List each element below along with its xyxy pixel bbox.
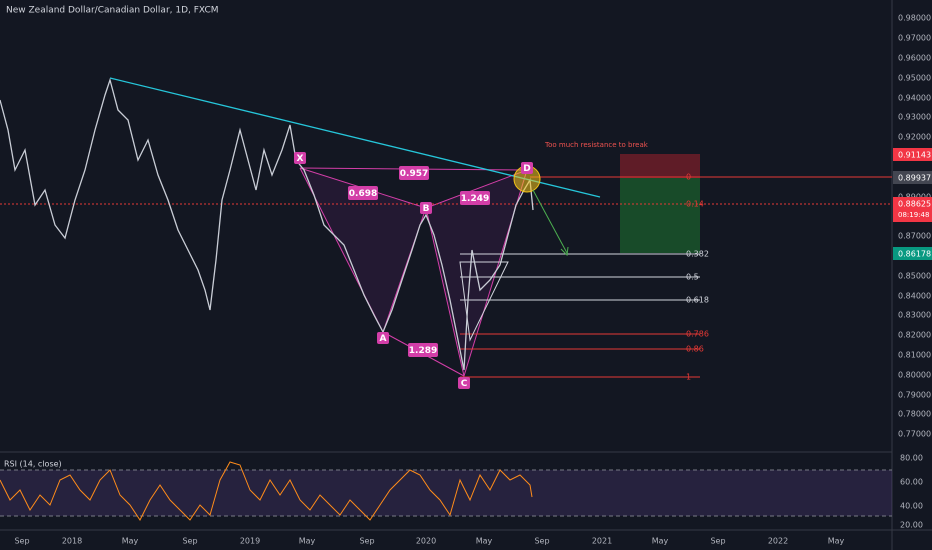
badge-label: 0.89937 — [898, 174, 931, 183]
rsi-label: 60.00 — [900, 478, 923, 487]
price-label: 0.98000 — [898, 14, 931, 23]
point-label: C — [461, 379, 468, 389]
stop-zone — [620, 154, 700, 178]
ratio-badge — [399, 166, 429, 180]
annotation: Too much resistance to break — [544, 141, 649, 149]
time-label: May — [828, 537, 845, 546]
price-axis: 0.98000 0.97000 0.96000 0.95000 0.94000 0.930… — [898, 14, 931, 439]
badge-label: 0.91143 — [898, 151, 931, 160]
fib-label: 0.618 — [686, 296, 709, 305]
badge — [893, 171, 932, 184]
arrow-head — [560, 246, 569, 257]
fib-label: 0.5 — [686, 273, 699, 282]
point-label: X — [297, 154, 304, 164]
ratio-label: 0.957 — [400, 169, 428, 179]
badge — [893, 197, 932, 222]
badge-label: 0.86178 — [898, 250, 931, 259]
point-label: D — [523, 164, 530, 174]
fib-label: 0.786 — [686, 330, 709, 339]
price-label: 0.96000 — [898, 54, 931, 63]
badge-label: 0.88625 — [898, 200, 931, 209]
pattern-labels: X A B C D 0.957 0.698 1.249 1.289 — [294, 152, 533, 389]
point-badge — [294, 152, 306, 164]
fib-label: 0.14 — [686, 200, 704, 209]
time-label: Sep — [710, 537, 725, 546]
point-label: B — [423, 204, 430, 214]
ratio-label: 1.249 — [461, 194, 489, 204]
rsi-title: RSI (14, close) — [4, 460, 62, 469]
point-badge — [521, 162, 533, 174]
arrow — [532, 189, 568, 254]
time-label: 2021 — [592, 537, 612, 546]
time-label: May — [652, 537, 669, 546]
fib-label: 0 — [686, 173, 691, 182]
price-label: 0.83000 — [898, 311, 931, 320]
time-label: 2022 — [768, 537, 788, 546]
price-label: 0.85000 — [898, 272, 931, 281]
rsi-label: 80.00 — [900, 454, 923, 463]
point-label: A — [380, 334, 387, 344]
rsi-label: 20.00 — [900, 521, 923, 530]
time-label: Sep — [534, 537, 549, 546]
rsi-series — [0, 461, 533, 521]
ratio-label: 0.698 — [349, 189, 377, 199]
price-label: 0.82000 — [898, 331, 931, 340]
ratio-label: 1.289 — [409, 346, 437, 356]
price-label: 0.84000 — [898, 292, 931, 301]
time-label: Sep — [14, 537, 29, 546]
time-label: May — [122, 537, 139, 546]
price-label: 0.97000 — [898, 34, 931, 43]
time-label: Sep — [359, 537, 374, 546]
price-label: 0.79000 — [898, 391, 931, 400]
time-label: 2018 — [62, 537, 82, 546]
price-label: 0.93000 — [898, 113, 931, 122]
time-label: 2020 — [416, 537, 436, 546]
price-label: 0.94000 — [898, 94, 931, 103]
time-label: Sep — [182, 537, 197, 546]
price-label: 0.92000 — [898, 133, 931, 142]
badge-timer: 08:19:48 — [898, 211, 929, 219]
fib-labels: 0 0.14 0.382 0.5 0.618 0.786 0.86 1 — [686, 173, 709, 382]
fib-lines — [0, 176, 892, 378]
time-axis: Sep 2018 May Sep 2019 May Sep 2020 May Sep 2021 May… — [14, 537, 844, 546]
badge — [893, 148, 932, 161]
pattern-xab — [300, 168, 426, 332]
chart-title: New Zealand Dollar/Canadian Dollar, 1D, … — [6, 6, 219, 16]
target-zone — [620, 178, 700, 253]
fib-label: 0.382 — [686, 250, 709, 259]
time-label: May — [299, 537, 316, 546]
price-label: 0.87000 — [898, 232, 931, 241]
point-badge — [377, 332, 389, 344]
time-label: 2019 — [240, 537, 260, 546]
price-label: 0.80000 — [898, 371, 931, 380]
rsi-axis: 80.00 60.00 40.00 20.00 — [900, 454, 923, 530]
ratio-badge — [460, 191, 490, 205]
price-series — [0, 77, 534, 371]
price-label: 0.77000 — [898, 430, 931, 439]
price-label: 0.78000 — [898, 410, 931, 419]
point-badge — [420, 202, 432, 214]
time-label: May — [476, 537, 493, 546]
rsi-label: 40.00 — [900, 502, 923, 511]
ratio-badge — [408, 343, 438, 357]
fib-label: 0.86 — [686, 345, 704, 354]
price-label: 0.81000 — [898, 351, 931, 360]
pattern-diag — [425, 169, 528, 209]
fib-label: 1 — [686, 373, 691, 382]
ratio-badge — [348, 186, 378, 200]
triangle — [459, 261, 509, 342]
point-badge — [458, 377, 470, 389]
price-label: 0.95000 — [898, 74, 931, 83]
badge — [893, 247, 932, 260]
